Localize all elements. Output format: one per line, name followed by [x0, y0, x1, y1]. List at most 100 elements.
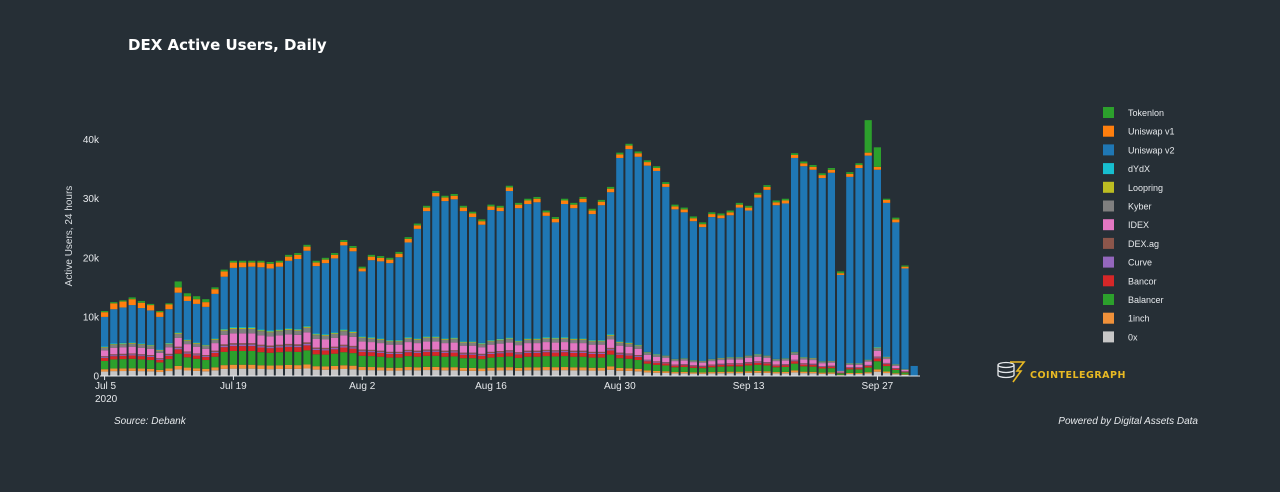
- bar-segment: [487, 352, 495, 355]
- bar-segment: [331, 369, 339, 376]
- bar-segment: [680, 360, 688, 365]
- bars-group: [101, 120, 918, 377]
- bar-segment: [588, 208, 596, 211]
- bar-segment: [515, 357, 523, 368]
- legend-item[interactable]: dYdX: [1103, 163, 1150, 175]
- bar-segment: [128, 358, 136, 369]
- bar-segment: [496, 339, 504, 341]
- legend-item[interactable]: Uniswap v2: [1103, 144, 1175, 156]
- bar-segment: [358, 349, 366, 351]
- bar-segment: [579, 343, 587, 351]
- bar-segment: [321, 350, 329, 355]
- bar-segment: [689, 367, 697, 373]
- bar-segment: [257, 352, 265, 366]
- bar-segment: [478, 354, 486, 356]
- bar-segment: [248, 326, 256, 328]
- bar-segment: [763, 365, 771, 372]
- bar-segment: [754, 372, 762, 376]
- legend-item[interactable]: 1inch: [1103, 312, 1150, 324]
- bar-segment: [183, 300, 191, 340]
- legend-item[interactable]: Bancor: [1103, 275, 1157, 287]
- legend-item[interactable]: 0x: [1103, 331, 1138, 343]
- bar-segment: [781, 200, 789, 204]
- legend-item[interactable]: Loopring: [1103, 181, 1163, 193]
- bar-segment: [248, 344, 256, 347]
- legend-item[interactable]: IDEX: [1103, 219, 1149, 231]
- legend-item[interactable]: Tokenlon: [1103, 107, 1164, 118]
- bar-segment: [699, 372, 707, 374]
- bar-segment: [404, 370, 412, 376]
- bar-segment: [662, 183, 670, 187]
- bar-segment: [183, 352, 191, 354]
- bar-segment: [717, 213, 725, 216]
- bar-segment: [570, 351, 578, 353]
- bar-segment: [505, 367, 513, 371]
- bar-segment: [340, 330, 348, 332]
- bar-segment: [156, 316, 164, 350]
- bar-segment: [892, 219, 900, 223]
- bar-segment: [827, 362, 835, 366]
- legend-item[interactable]: DEX.ag: [1103, 237, 1159, 249]
- bar-segment: [791, 354, 799, 360]
- bar-segment: [551, 351, 559, 353]
- bar-segment: [735, 371, 743, 374]
- bar-segment: [607, 354, 615, 367]
- bar-segment: [487, 344, 495, 352]
- bar-segment: [386, 351, 394, 353]
- bar-segment: [367, 260, 375, 337]
- legend-item[interactable]: Kyber: [1103, 200, 1152, 212]
- legend-label: Balancer: [1128, 295, 1164, 305]
- bar-segment: [901, 268, 909, 369]
- bar-segment: [404, 237, 412, 239]
- legend-swatch: [1103, 275, 1114, 287]
- bar-segment: [423, 366, 431, 371]
- bar-segment: [395, 339, 403, 341]
- bar-segment: [717, 218, 725, 358]
- legend-swatch: [1103, 163, 1114, 175]
- bar-segment: [809, 166, 817, 170]
- bar-segment: [312, 369, 320, 376]
- bar-segment: [110, 371, 118, 377]
- bar-segment: [220, 330, 228, 335]
- bar-segment: [239, 344, 247, 347]
- bar-segment: [441, 197, 449, 202]
- bar-segment: [616, 341, 624, 342]
- bar-segment: [735, 363, 743, 364]
- legend-item[interactable]: Uniswap v1: [1103, 125, 1175, 137]
- bar-segment: [312, 354, 320, 367]
- bar-segment: [487, 206, 495, 210]
- bar-segment: [386, 344, 394, 352]
- bar-segment: [248, 266, 256, 327]
- legend-item[interactable]: Balancer: [1103, 294, 1164, 305]
- bar-segment: [671, 361, 679, 365]
- bar-segment: [634, 348, 642, 356]
- legend-item[interactable]: Curve: [1103, 256, 1152, 268]
- legend-swatch: [1103, 237, 1114, 249]
- bar-segment: [101, 357, 109, 361]
- bar-segment: [699, 224, 707, 228]
- bar-segment: [404, 342, 412, 350]
- bar-segment: [119, 355, 127, 360]
- bar-segment: [496, 205, 504, 208]
- bar-segment: [864, 361, 872, 365]
- bar-segment: [312, 262, 320, 267]
- bar-segment: [386, 259, 394, 264]
- bar-segment: [423, 341, 431, 350]
- bar-segment: [174, 334, 182, 338]
- bar-segment: [101, 357, 109, 358]
- bar-segment: [349, 247, 357, 252]
- bar-segment: [202, 345, 210, 346]
- bar-segment: [818, 363, 826, 367]
- bar-segment: [193, 343, 201, 347]
- bar-segment: [303, 327, 311, 333]
- bar-segment: [570, 202, 578, 205]
- bar-segment: [193, 346, 201, 354]
- bar-segment: [597, 199, 605, 202]
- bar-segment: [211, 338, 219, 340]
- bar-segment: [763, 371, 771, 373]
- bar-segment: [524, 350, 532, 352]
- bar-segment: [321, 339, 329, 348]
- bar-segment: [478, 353, 486, 355]
- bar-segment: [616, 358, 624, 368]
- bar-segment: [478, 347, 486, 354]
